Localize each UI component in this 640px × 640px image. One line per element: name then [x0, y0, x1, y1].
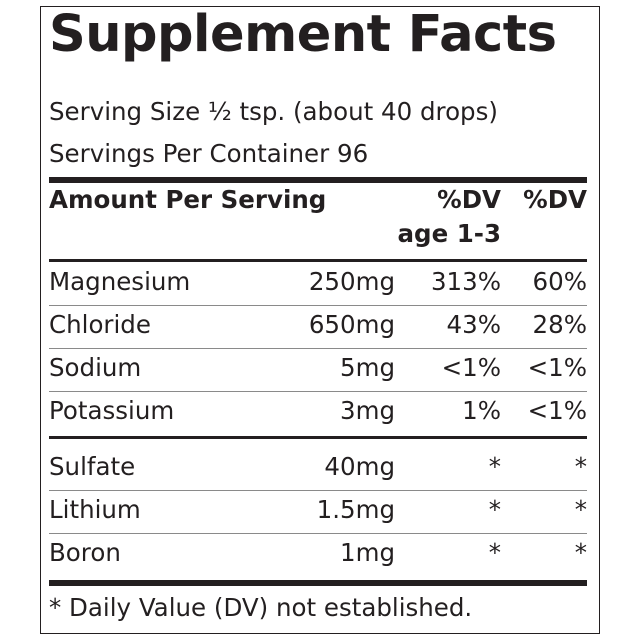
amount-per-serving-header: Amount Per Serving: [49, 185, 327, 214]
nutrient-dv: <1%: [527, 396, 587, 425]
nutrient-amount: 650mg: [308, 310, 395, 339]
nutrient-dv-age-1-3: <1%: [441, 353, 501, 382]
nutrient-row: Potassium 3mg 1% <1%: [49, 392, 587, 434]
nutrient-amount: 5mg: [339, 353, 395, 382]
nutrient-amount: 3mg: [339, 396, 395, 425]
ingredient-dv: *: [574, 495, 587, 524]
ingredient-row: Sulfate 40mg * *: [49, 448, 587, 490]
serving-size: Serving Size ½ tsp. (about 40 drops): [49, 97, 498, 126]
ingredient-dv-age-1-3: *: [488, 538, 501, 567]
thick-divider: [49, 177, 587, 183]
nutrient-dv-age-1-3: 43%: [446, 310, 501, 339]
ingredient-dv-age-1-3: *: [488, 452, 501, 481]
dv-children-header-line1: %DV: [437, 185, 501, 214]
nutrient-dv: <1%: [527, 353, 587, 382]
nutrient-name: Sodium: [49, 353, 142, 382]
ingredient-name: Lithium: [49, 495, 141, 524]
dv-children-header-line2: age 1-3: [397, 219, 501, 248]
nutrient-name: Magnesium: [49, 267, 191, 296]
supplement-facts-panel: Supplement Facts Serving Size ½ tsp. (ab…: [40, 5, 600, 634]
ingredient-dv: *: [574, 452, 587, 481]
nutrient-name: Chloride: [49, 310, 151, 339]
row-divider: [49, 391, 587, 392]
ingredient-row: Lithium 1.5mg * *: [49, 491, 587, 533]
ingredient-row: Boron 1mg * *: [49, 534, 587, 576]
row-divider: [49, 490, 587, 491]
ingredient-dv-age-1-3: *: [488, 495, 501, 524]
ingredient-dv: *: [574, 538, 587, 567]
dv-adults-header: %DV: [523, 185, 587, 214]
nutrient-dv: 60%: [532, 267, 587, 296]
nutrient-row: Sodium 5mg <1% <1%: [49, 349, 587, 391]
nutrient-name: Potassium: [49, 396, 175, 425]
ingredient-name: Sulfate: [49, 452, 136, 481]
nutrient-row: Magnesium 250mg 313% 60%: [49, 263, 587, 305]
footnote: * Daily Value (DV) not established.: [49, 593, 473, 622]
nutrient-amount: 250mg: [308, 267, 395, 296]
nutrient-dv: 28%: [532, 310, 587, 339]
servings-per-container: Servings Per Container 96: [49, 139, 369, 168]
nutrient-row: Chloride 650mg 43% 28%: [49, 306, 587, 348]
panel-title: Supplement Facts: [49, 5, 557, 64]
ingredient-amount: 40mg: [324, 452, 395, 481]
row-divider: [49, 305, 587, 306]
footer-divider: [49, 580, 587, 586]
row-divider: [49, 533, 587, 534]
ingredient-amount: 1mg: [339, 538, 395, 567]
ingredient-name: Boron: [49, 538, 121, 567]
ingredient-amount: 1.5mg: [316, 495, 395, 524]
row-divider: [49, 348, 587, 349]
section-divider: [49, 436, 587, 439]
header-divider: [49, 259, 587, 262]
nutrient-dv-age-1-3: 313%: [430, 267, 501, 296]
nutrient-dv-age-1-3: 1%: [462, 396, 501, 425]
